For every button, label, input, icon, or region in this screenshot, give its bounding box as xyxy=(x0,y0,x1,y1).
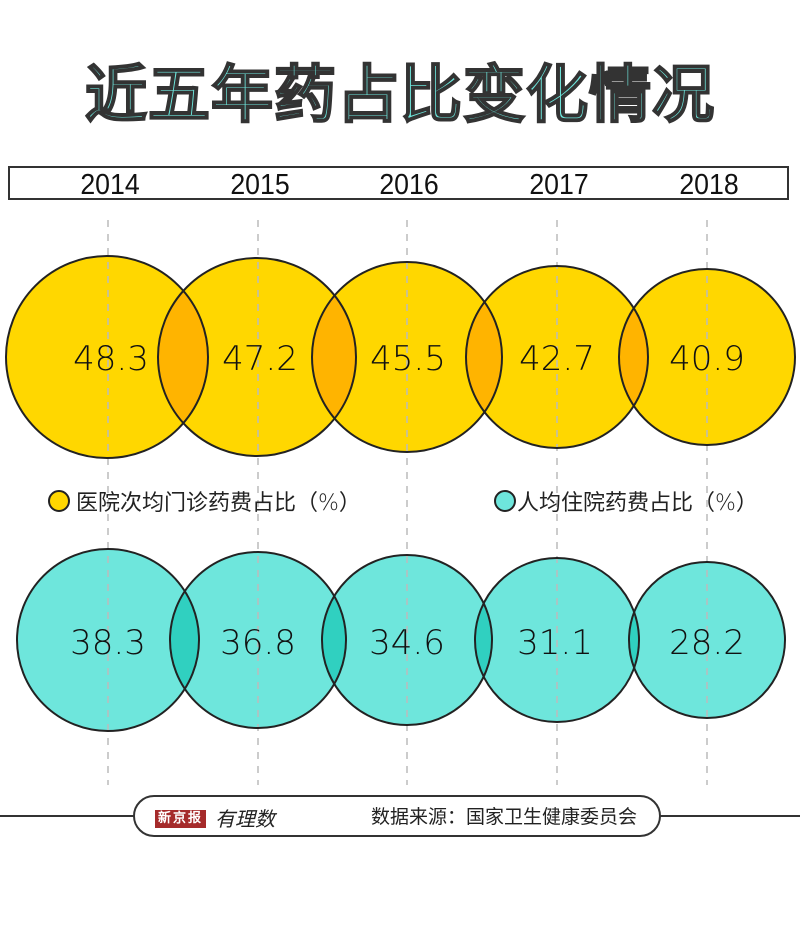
legend-swatch-yellow xyxy=(48,490,70,512)
bubble-outpatient-2017 xyxy=(466,266,648,448)
bubble-outlines xyxy=(5,255,796,732)
chart-title: 近五年药占比变化情况 xyxy=(84,57,715,132)
bubble-outpatient-2016 xyxy=(312,262,502,452)
value-inpatient-2015: 36.8 xyxy=(220,623,296,663)
year-label-2017: 2017 xyxy=(529,169,589,201)
year-axis-bar: 2014 2015 2016 2017 2018 xyxy=(8,166,789,201)
legend-label-outpatient: 医院次均门诊药费占比（%） xyxy=(76,491,361,516)
legend-swatch-teal xyxy=(494,490,516,512)
value-outpatient-2018: 40.9 xyxy=(669,339,745,379)
footer-divider-left xyxy=(0,815,134,817)
value-inpatient-2014: 38.3 xyxy=(70,623,146,663)
year-label-2016: 2016 xyxy=(379,169,439,201)
legend-inpatient: 人均住院药费占比（%） xyxy=(494,486,758,516)
year-label-2015: 2015 xyxy=(230,169,290,201)
brand-logo-box: 新京报 xyxy=(155,810,207,828)
legend-label-inpatient: 人均住院药费占比（%） xyxy=(517,491,758,516)
bubble-outpatient-2018 xyxy=(619,269,795,445)
value-inpatient-2018: 28.2 xyxy=(669,623,745,663)
legend-outpatient: 医院次均门诊药费占比（%） xyxy=(48,486,361,516)
year-label-2018: 2018 xyxy=(679,169,739,201)
value-inpatient-2017: 31.1 xyxy=(517,623,593,663)
value-outpatient-2015: 47.2 xyxy=(222,339,298,379)
footer-source-pill: 新京报 有理数 数据来源：国家卫生健康委员会 xyxy=(133,795,661,837)
value-outpatient-2017: 42.7 xyxy=(519,339,595,379)
brand-logo-script: 有理数 xyxy=(215,807,275,831)
data-source-text: 数据来源：国家卫生健康委员会 xyxy=(370,806,637,828)
footer-divider-right xyxy=(660,815,800,817)
year-gridlines xyxy=(107,220,708,785)
value-outpatient-2016: 45.5 xyxy=(370,339,446,379)
value-outpatient-2014: 48.3 xyxy=(73,339,149,379)
bubble-outpatient-2014 xyxy=(6,256,208,458)
value-inpatient-2016: 34.6 xyxy=(369,623,445,663)
bubble-outpatient-2015 xyxy=(158,258,356,456)
year-label-2014: 2014 xyxy=(80,169,140,201)
outpatient-bubbles xyxy=(6,256,795,458)
